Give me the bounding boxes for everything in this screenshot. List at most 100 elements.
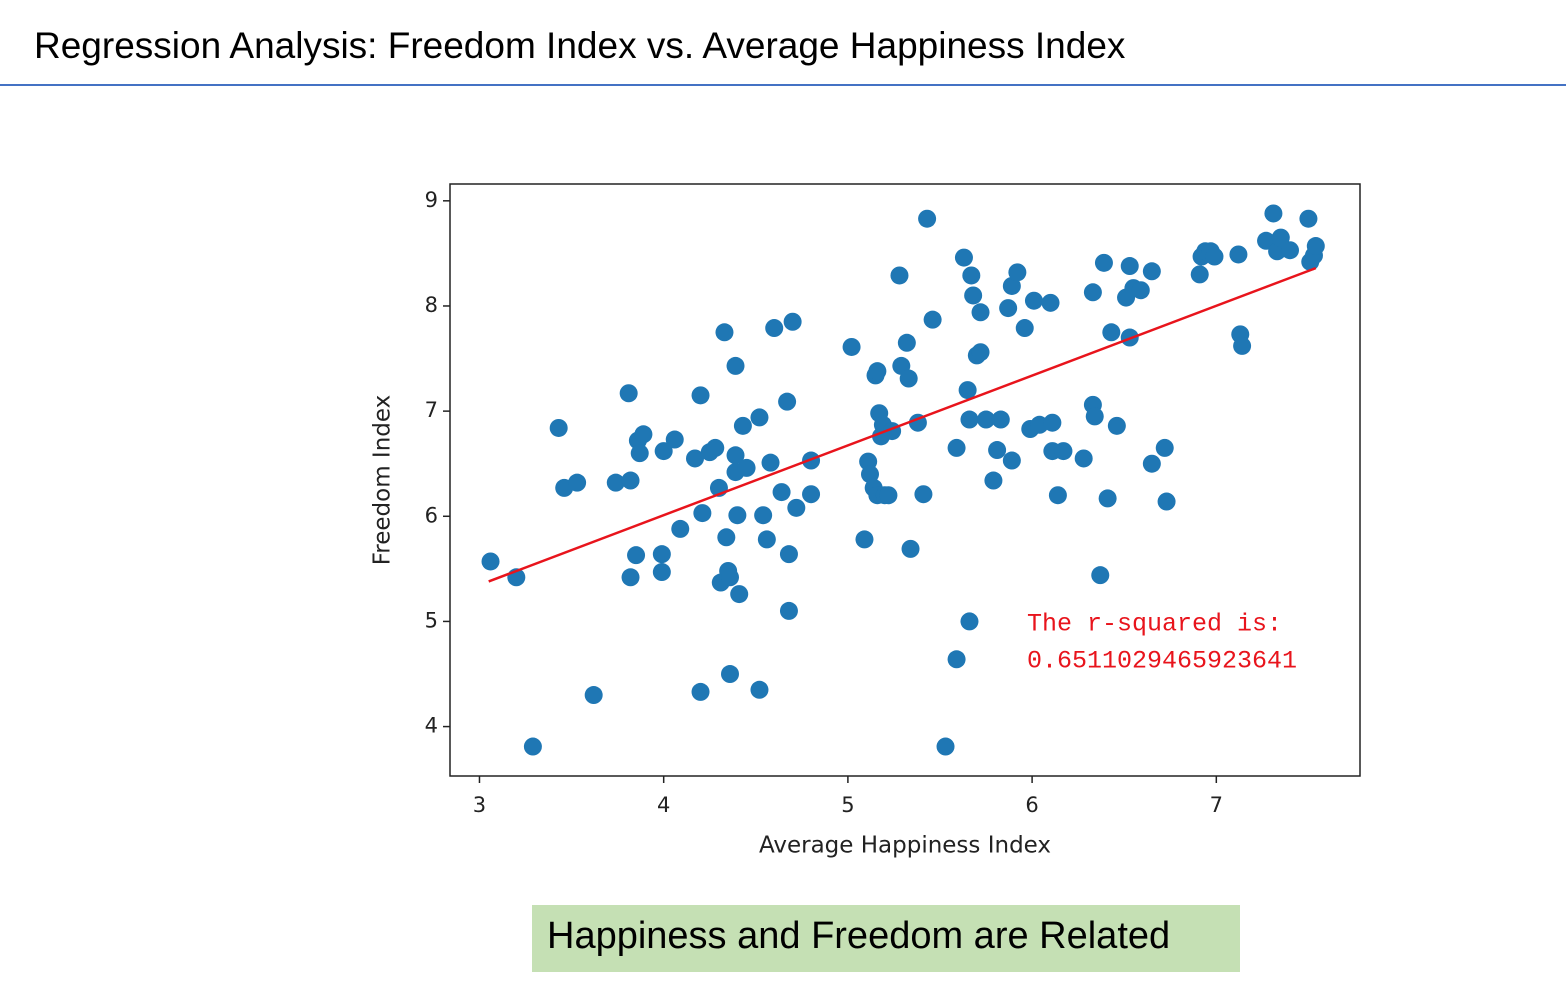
y-axis-label: Freedom Index bbox=[370, 395, 396, 566]
plot-frame bbox=[449, 183, 1361, 777]
point bbox=[1120, 257, 1139, 276]
point bbox=[750, 408, 769, 427]
point bbox=[584, 686, 603, 705]
caption-box bbox=[532, 905, 1240, 972]
regression-line bbox=[488, 266, 1317, 583]
x-tick-label: 7 bbox=[1210, 793, 1223, 817]
point bbox=[721, 665, 739, 684]
point bbox=[1157, 492, 1176, 511]
point bbox=[984, 471, 1003, 490]
point bbox=[671, 519, 690, 538]
y-tick-label: 7 bbox=[425, 398, 438, 422]
y-tick-label: 5 bbox=[425, 608, 438, 632]
y-tick-label: 6 bbox=[425, 503, 438, 527]
point bbox=[481, 552, 500, 571]
point bbox=[691, 682, 710, 701]
point bbox=[1024, 291, 1043, 310]
point bbox=[1054, 442, 1073, 461]
point bbox=[737, 458, 756, 477]
point bbox=[958, 381, 977, 400]
point bbox=[627, 546, 646, 565]
point bbox=[947, 438, 966, 457]
point bbox=[726, 356, 745, 375]
point bbox=[1074, 449, 1093, 468]
point bbox=[868, 362, 887, 381]
point bbox=[1002, 276, 1021, 295]
point bbox=[999, 299, 1018, 318]
point bbox=[1299, 209, 1318, 228]
point bbox=[779, 545, 798, 564]
slide-title: Regression Analysis: Freedom Index vs. A… bbox=[34, 25, 1126, 66]
point bbox=[1102, 323, 1121, 342]
point bbox=[1190, 265, 1209, 284]
point bbox=[954, 248, 973, 267]
point bbox=[726, 446, 745, 465]
point bbox=[914, 485, 933, 504]
point bbox=[971, 343, 990, 362]
point bbox=[897, 333, 916, 352]
point bbox=[960, 612, 979, 631]
point bbox=[757, 530, 776, 549]
point bbox=[1098, 489, 1117, 508]
point bbox=[1142, 454, 1161, 473]
point bbox=[1229, 245, 1248, 264]
point bbox=[890, 266, 909, 285]
point bbox=[717, 528, 736, 547]
point bbox=[634, 425, 653, 444]
point bbox=[1008, 263, 1027, 282]
point bbox=[693, 504, 712, 523]
point bbox=[960, 410, 979, 429]
point bbox=[652, 563, 671, 582]
point bbox=[754, 506, 773, 525]
caption: Happiness and Freedom are Related bbox=[547, 915, 1170, 957]
point bbox=[1015, 319, 1034, 338]
point bbox=[523, 737, 542, 756]
point bbox=[1002, 451, 1021, 470]
point bbox=[721, 568, 739, 587]
point bbox=[1268, 242, 1287, 261]
point bbox=[1233, 336, 1252, 355]
point bbox=[654, 442, 673, 461]
point bbox=[879, 486, 898, 505]
point bbox=[691, 386, 710, 405]
point bbox=[1306, 237, 1325, 256]
point bbox=[947, 650, 966, 669]
point bbox=[652, 545, 671, 564]
point bbox=[765, 319, 784, 338]
point bbox=[761, 453, 780, 472]
annotation: 0.6511029465923641 bbox=[1027, 647, 1297, 676]
point bbox=[923, 310, 942, 329]
point bbox=[1271, 228, 1290, 247]
point bbox=[988, 441, 1007, 460]
point bbox=[706, 438, 725, 457]
point bbox=[568, 473, 587, 492]
point bbox=[861, 465, 879, 484]
point bbox=[1091, 566, 1110, 585]
point bbox=[1085, 407, 1104, 426]
point bbox=[733, 416, 752, 435]
point bbox=[964, 286, 983, 305]
x-tick-label: 6 bbox=[1025, 793, 1038, 817]
point bbox=[1048, 486, 1067, 505]
point bbox=[962, 266, 981, 285]
y-tick-label: 4 bbox=[425, 714, 438, 738]
point bbox=[1155, 438, 1174, 457]
point bbox=[715, 323, 734, 342]
point bbox=[783, 312, 802, 331]
point bbox=[1142, 262, 1161, 281]
point bbox=[549, 418, 568, 437]
point bbox=[1083, 283, 1102, 302]
point bbox=[779, 601, 798, 620]
x-tick-label: 3 bbox=[473, 793, 486, 817]
point bbox=[991, 410, 1010, 429]
y-tick-label: 8 bbox=[425, 293, 438, 317]
x-tick-label: 4 bbox=[657, 793, 670, 817]
y-tick-label: 9 bbox=[425, 188, 438, 212]
point bbox=[802, 485, 821, 504]
point bbox=[621, 568, 640, 587]
point bbox=[686, 449, 704, 468]
point bbox=[772, 483, 791, 502]
point bbox=[918, 209, 937, 228]
point bbox=[750, 680, 769, 699]
